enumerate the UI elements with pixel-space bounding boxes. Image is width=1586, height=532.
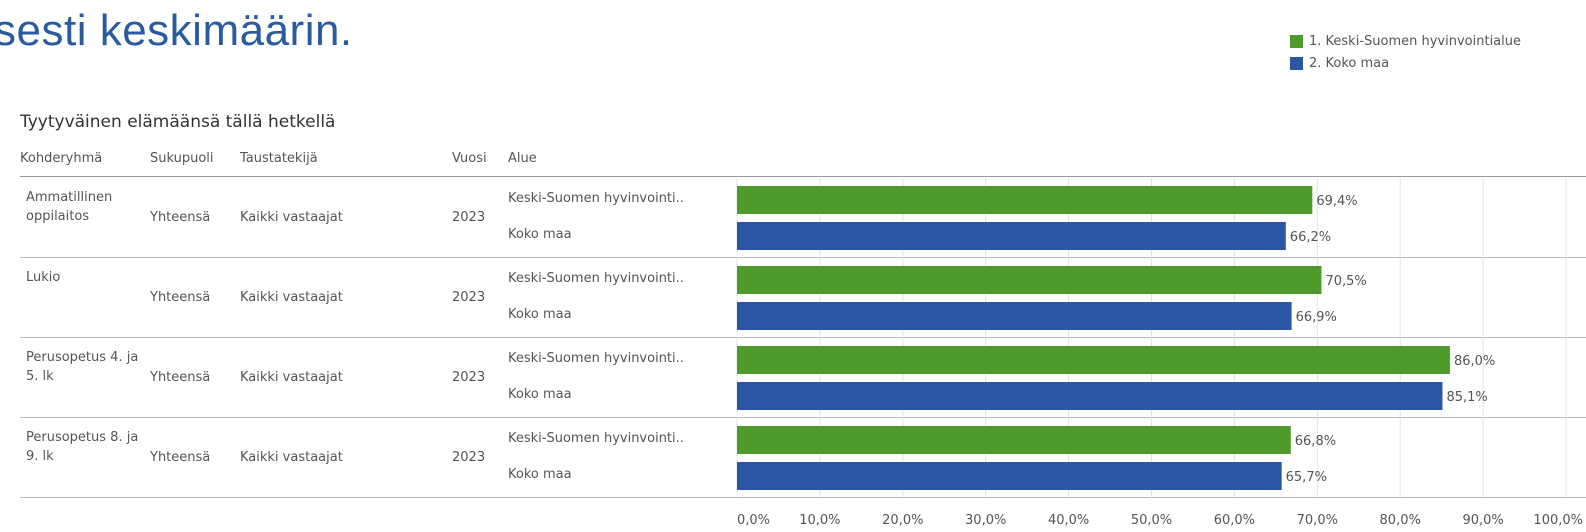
row-alue: Koko maa	[508, 227, 572, 242]
bar-value-label: 66,9%	[1296, 310, 1337, 325]
legend-swatch-series-2	[1290, 56, 1303, 70]
row-kohderyhma: Lukio	[26, 270, 61, 285]
bar-value-label: 66,8%	[1295, 434, 1336, 449]
chart-title: Tyytyväinen elämäänsä tällä hetkellä	[20, 112, 336, 132]
column-header-alue[interactable]: Alue	[508, 151, 537, 166]
chart-legend: 1. Keski-Suomen hyvinvointialue 2. Koko …	[1290, 30, 1521, 74]
row-taustatekija: Kaikki vastaajat	[240, 290, 343, 305]
bar-keski-suomi	[737, 186, 1313, 214]
x-tick-label: 70,0%	[1297, 513, 1338, 528]
bar-koko-maa	[737, 382, 1443, 410]
bar-keski-suomi	[737, 266, 1322, 294]
header-divider	[20, 176, 1586, 177]
x-tick-label: 60,0%	[1214, 513, 1255, 528]
x-tick-label: 20,0%	[882, 513, 923, 528]
row-sukupuoli: Yhteensä	[150, 290, 211, 305]
row-vuosi: 2023	[452, 370, 486, 385]
group-divider	[20, 497, 1586, 498]
row-sukupuoli: Yhteensä	[150, 370, 211, 385]
x-tick-label: 10,0%	[799, 513, 840, 528]
row-alue: Keski-Suomen hyvinvointi..	[508, 271, 684, 286]
x-tick-label: 40,0%	[1048, 513, 1089, 528]
group-divider	[20, 337, 1586, 338]
row-sukupuoli: Yhteensä	[150, 450, 211, 465]
row-kohderyhma: Ammatillinen oppilaitos	[26, 190, 113, 224]
row-kohderyhma: Perusopetus 8. ja 9. lk	[26, 430, 139, 464]
x-tick-label: 90,0%	[1462, 513, 1503, 528]
bar-koko-maa	[737, 302, 1292, 330]
bar-value-label: 65,7%	[1286, 470, 1327, 485]
legend-item-series-1[interactable]: 1. Keski-Suomen hyvinvointialue	[1290, 30, 1521, 52]
row-kohderyhma: Perusopetus 4. ja 5. lk	[26, 350, 139, 384]
x-tick-label: 80,0%	[1380, 513, 1421, 528]
row-alue: Keski-Suomen hyvinvointi..	[508, 191, 684, 206]
bar-value-label: 66,2%	[1290, 230, 1331, 245]
column-header-kohderyhma[interactable]: Kohderyhmä	[20, 151, 103, 166]
row-vuosi: 2023	[452, 450, 486, 465]
bar-value-label: 70,5%	[1325, 274, 1366, 289]
legend-swatch-series-1	[1290, 34, 1303, 48]
row-alue: Keski-Suomen hyvinvointi..	[508, 351, 684, 366]
page-heading: sesti keskimäärin.	[0, 6, 353, 55]
legend-label-series-1: 1. Keski-Suomen hyvinvointialue	[1309, 33, 1521, 49]
row-alue: Koko maa	[508, 467, 572, 482]
group-divider	[20, 417, 1586, 418]
bar-koko-maa	[737, 222, 1286, 250]
x-tick-label: 100,0%	[1533, 513, 1583, 528]
bar-value-label: 86,0%	[1454, 354, 1495, 369]
bar-koko-maa	[737, 462, 1282, 490]
bar-keski-suomi	[737, 346, 1450, 374]
bar-value-label: 69,4%	[1316, 194, 1357, 209]
legend-item-series-2[interactable]: 2. Koko maa	[1290, 52, 1521, 74]
row-taustatekija: Kaikki vastaajat	[240, 370, 343, 385]
x-tick-label: 50,0%	[1131, 513, 1172, 528]
row-alue: Keski-Suomen hyvinvointi..	[508, 431, 684, 446]
group-divider	[20, 257, 1586, 258]
x-tick-label: 0,0%	[737, 513, 770, 528]
row-sukupuoli: Yhteensä	[150, 210, 211, 225]
row-vuosi: 2023	[452, 210, 486, 225]
column-header-taustatekija[interactable]: Taustatekijä	[240, 151, 318, 166]
row-alue: Koko maa	[508, 387, 572, 402]
x-tick-label: 30,0%	[965, 513, 1006, 528]
column-header-vuosi[interactable]: Vuosi	[452, 151, 487, 166]
bar-value-label: 85,1%	[1446, 390, 1487, 405]
column-header-sukupuoli[interactable]: Sukupuoli	[150, 151, 214, 166]
row-alue: Koko maa	[508, 307, 572, 322]
row-vuosi: 2023	[452, 290, 486, 305]
legend-label-series-2: 2. Koko maa	[1309, 55, 1390, 71]
bar-keski-suomi	[737, 426, 1291, 454]
row-taustatekija: Kaikki vastaajat	[240, 210, 343, 225]
row-taustatekija: Kaikki vastaajat	[240, 450, 343, 465]
